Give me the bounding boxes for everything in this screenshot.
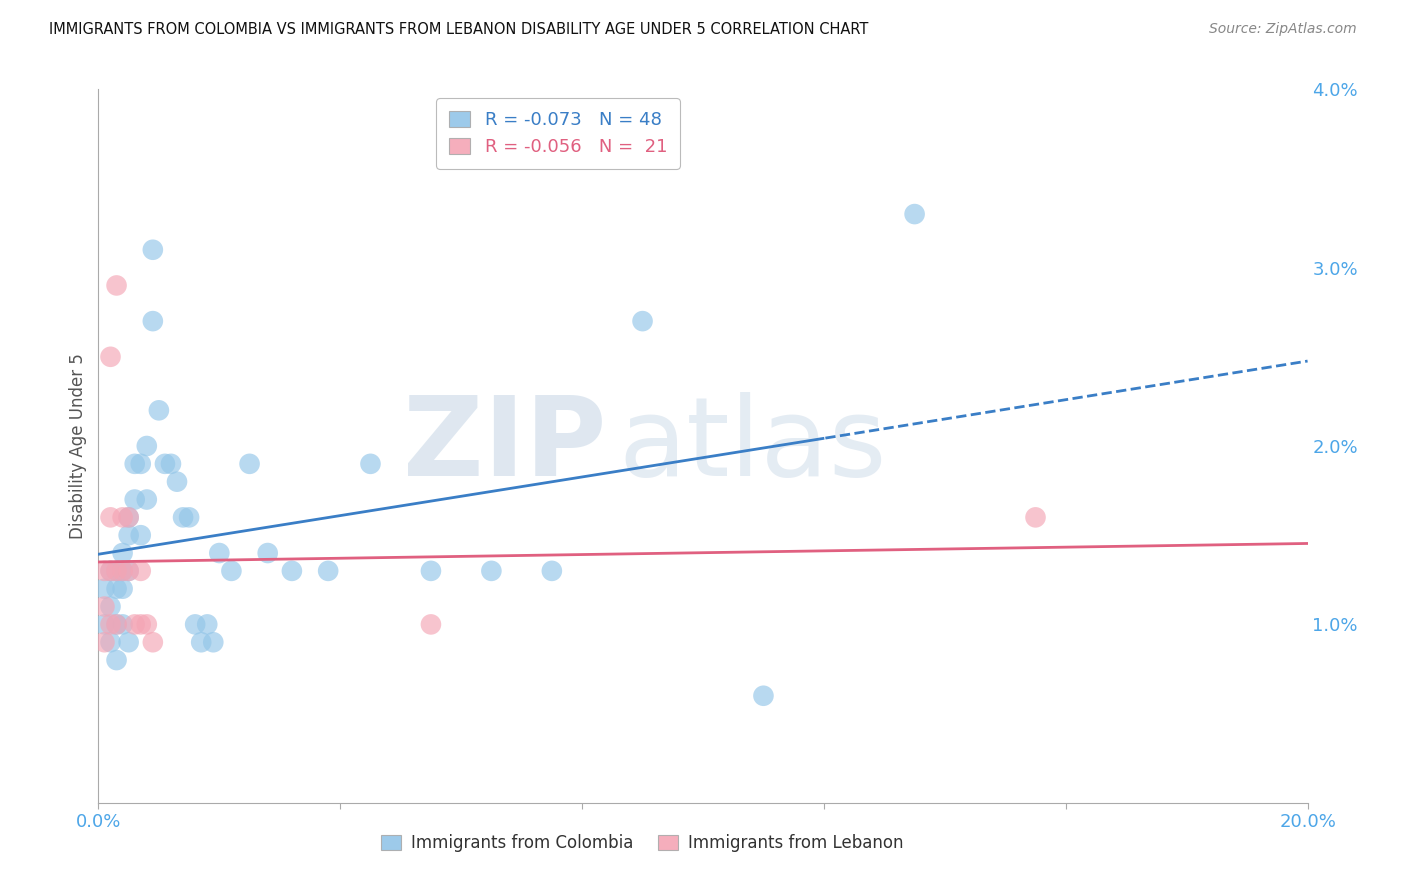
Point [124,492,146,507]
Point [135,492,157,507]
Point [142,314,165,328]
Point [184,617,207,632]
Y-axis label: Disability Age Under 5: Disability Age Under 5 [69,353,87,539]
Point [135,617,157,632]
Point [166,475,188,489]
Point [160,457,183,471]
Point [129,457,152,471]
Point [124,617,146,632]
Point [111,617,134,632]
Point [752,689,775,703]
Point [111,582,134,596]
Point [93,617,115,632]
Point [111,510,134,524]
Point [135,439,157,453]
Point [129,528,152,542]
Point [105,617,128,632]
Text: IMMIGRANTS FROM COLOMBIA VS IMMIGRANTS FROM LEBANON DISABILITY AGE UNDER 5 CORRE: IMMIGRANTS FROM COLOMBIA VS IMMIGRANTS F… [49,22,869,37]
Text: ZIP: ZIP [404,392,606,500]
Point [105,582,128,596]
Point [904,207,927,221]
Point [129,617,152,632]
Point [190,635,212,649]
Point [93,599,115,614]
Point [111,546,134,560]
Point [100,635,122,649]
Point [316,564,339,578]
Point [100,350,122,364]
Point [239,457,262,471]
Point [100,564,122,578]
Text: atlas: atlas [619,392,887,500]
Point [118,510,141,524]
Point [195,617,218,632]
Point [105,564,128,578]
Point [105,617,128,632]
Point [142,635,165,649]
Point [148,403,170,417]
Point [208,546,231,560]
Point [256,546,278,560]
Point [129,564,152,578]
Point [93,582,115,596]
Point [105,564,128,578]
Point [93,564,115,578]
Point [93,635,115,649]
Point [179,510,201,524]
Point [631,314,654,328]
Legend: Immigrants from Colombia, Immigrants from Lebanon: Immigrants from Colombia, Immigrants fro… [374,828,911,859]
Point [142,243,165,257]
Point [202,635,225,649]
Point [118,564,141,578]
Point [100,617,122,632]
Point [100,564,122,578]
Text: Source: ZipAtlas.com: Source: ZipAtlas.com [1209,22,1357,37]
Point [481,564,503,578]
Point [360,457,382,471]
Point [105,278,128,293]
Point [100,510,122,524]
Point [118,635,141,649]
Point [172,510,194,524]
Point [420,564,443,578]
Point [153,457,176,471]
Point [100,599,122,614]
Point [420,617,443,632]
Point [111,564,134,578]
Point [540,564,562,578]
Point [105,653,128,667]
Point [281,564,304,578]
Point [124,457,146,471]
Point [221,564,243,578]
Point [118,564,141,578]
Point [118,510,141,524]
Point [118,528,141,542]
Point [1024,510,1046,524]
Point [111,564,134,578]
